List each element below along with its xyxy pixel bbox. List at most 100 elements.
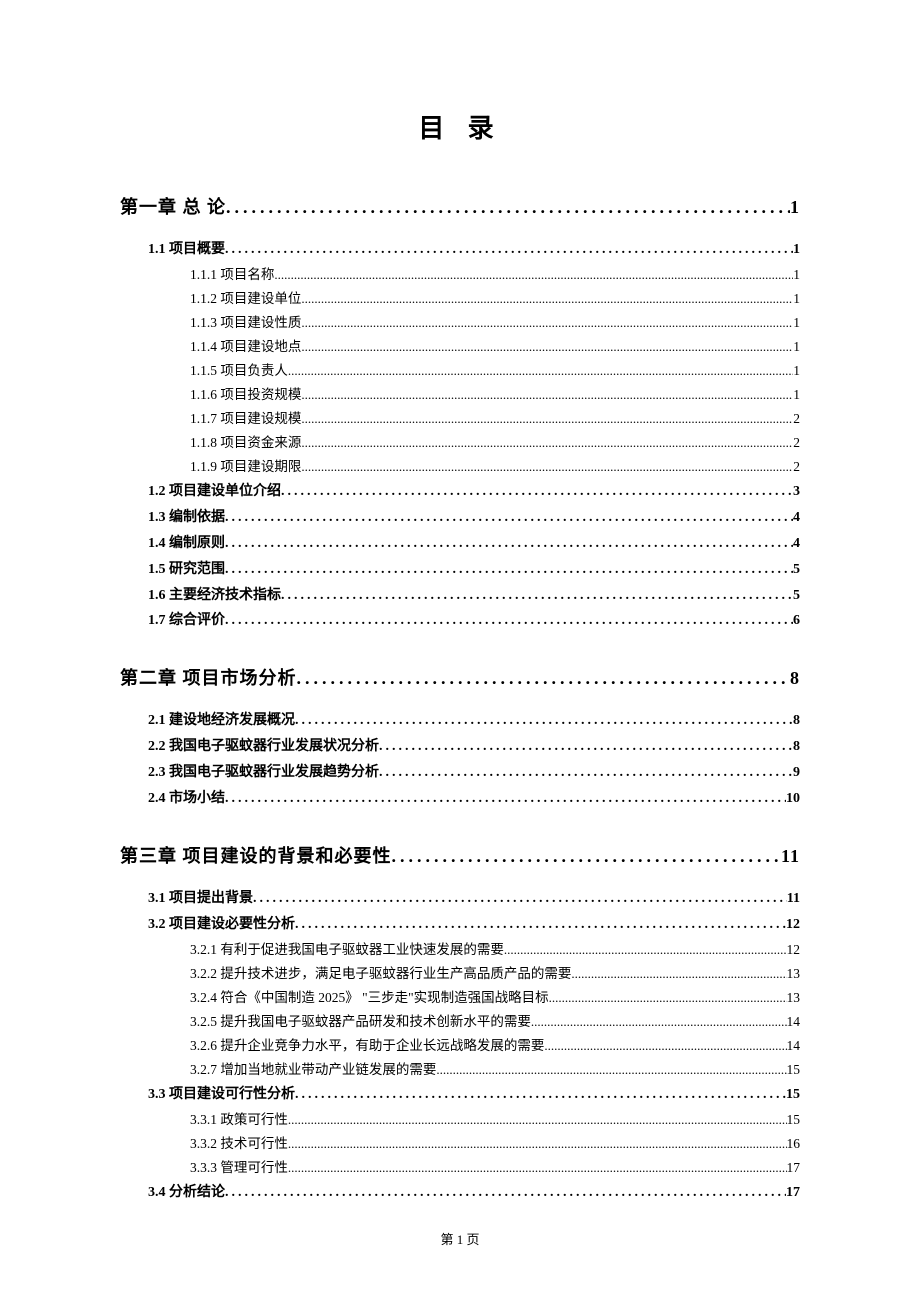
toc-entry-label: 3.2.6 提升企业竞争力水平，有助于企业长远战略发展的需要 [190, 1034, 544, 1058]
toc-entry-page: 2 [793, 455, 800, 479]
toc-entry-label: 3.2.2 提升技术进步，满足电子驱蚊器行业生产高品质产品的需要 [190, 962, 571, 986]
toc-entry: 3.2 项目建设必要性分析12 [148, 912, 800, 938]
toc-entry-page: 14 [787, 1010, 801, 1034]
toc-entry: 1.3 编制依据4 [148, 505, 800, 531]
toc-entry-label: 3.1 项目提出背景 [148, 886, 253, 912]
toc-leader [549, 986, 787, 1010]
toc-entry-label: 2.4 市场小结 [148, 786, 225, 812]
toc-entry: 1.5 研究范围 5 [148, 557, 800, 583]
toc-entry: 2.4 市场小结10 [148, 786, 800, 812]
toc-entry: 1.1.4 项目建设地点1 [190, 335, 800, 359]
toc-entry-page: 8 [793, 708, 800, 734]
toc-entry-page: 1 [793, 335, 800, 359]
toc-entry-page: 5 [793, 583, 800, 609]
toc-leader [301, 407, 793, 431]
toc-entry-label: 1.5 研究范围 [148, 557, 225, 583]
toc-entry: 1.1.2 项目建设单位 1 [190, 287, 800, 311]
toc-entry-label: 3.3.3 管理可行性 [190, 1156, 288, 1180]
toc-leader [297, 668, 791, 689]
toc-entry-label: 1.1.8 项目资金来源 [190, 431, 301, 455]
toc-entry-label: 1.1.2 项目建设单位 [190, 287, 301, 311]
toc-leader [436, 1058, 786, 1082]
toc-entry-page: 3 [793, 479, 800, 505]
toc-entry: 1.1.7 项目建设规模 2 [190, 407, 800, 431]
toc-entry: 1.1.9 项目建设期限 2 [190, 455, 800, 479]
toc-entry: 3.3.3 管理可行性 17 [190, 1156, 800, 1180]
toc-entry-page: 11 [787, 886, 800, 912]
toc-leader [281, 583, 793, 609]
toc-entry-label: 3.2.4 符合《中国制造 2025》 "三步走"实现制造强国战略目标 [190, 986, 549, 1010]
toc-entry-page: 11 [781, 846, 800, 867]
toc-entry-label: 3.3.2 技术可行性 [190, 1132, 288, 1156]
toc-entry-page: 15 [786, 1082, 800, 1108]
toc-entry-label: 2.2 我国电子驱蚊器行业发展状况分析 [148, 734, 379, 760]
toc-entry: 3.2.1 有利于促进我国电子驱蚊器工业快速发展的需要12 [190, 938, 800, 962]
toc-entry-label: 3.3.1 政策可行性 [190, 1108, 288, 1132]
toc-entry: 1.7 综合评价6 [148, 608, 800, 634]
toc-entry-label: 3.2.7 增加当地就业带动产业链发展的需要 [190, 1058, 436, 1082]
toc-entry-label: 3.2.1 有利于促进我国电子驱蚊器工业快速发展的需要 [190, 938, 504, 962]
toc-entry-label: 1.1.6 项目投资规模 [190, 383, 301, 407]
toc-leader [379, 734, 793, 760]
toc-entry-label: 1.7 综合评价 [148, 608, 225, 634]
toc-entry-label: 1.1.7 项目建设规模 [190, 407, 301, 431]
toc-entry-label: 1.1 项目概要 [148, 237, 225, 263]
toc-entry-page: 4 [793, 531, 800, 557]
toc-entry-page: 2 [793, 407, 800, 431]
toc-entry-page: 5 [793, 557, 800, 583]
toc-entry-page: 1 [790, 197, 800, 218]
toc-leader [301, 383, 793, 407]
toc-entry-page: 14 [787, 1034, 801, 1058]
toc-entry-label: 2.1 建设地经济发展概况 [148, 708, 295, 734]
toc-entry: 3.3 项目建设可行性分析 15 [148, 1082, 800, 1108]
toc-entry: 1.1.5 项目负责人1 [190, 359, 800, 383]
toc-leader [225, 237, 793, 263]
toc-entry-label: 1.1.9 项目建设期限 [190, 455, 301, 479]
toc-entry-page: 13 [787, 986, 801, 1010]
toc-entry: 第三章 项目建设的背景和必要性11 [120, 842, 800, 868]
toc-entry-label: 1.1.3 项目建设性质 [190, 311, 301, 335]
toc-leader [288, 1156, 787, 1180]
toc-leader [301, 335, 793, 359]
toc-entry-page: 1 [793, 311, 800, 335]
toc-entry: 3.1 项目提出背景 11 [148, 886, 800, 912]
toc-entry: 2.1 建设地经济发展概况 8 [148, 708, 800, 734]
toc-entry-page: 15 [787, 1058, 801, 1082]
toc-entry-page: 15 [787, 1108, 801, 1132]
toc-entry: 2.2 我国电子驱蚊器行业发展状况分析8 [148, 734, 800, 760]
toc-entry-label: 第一章 总 论 [120, 193, 226, 219]
toc-entry: 第一章 总 论 1 [120, 193, 800, 219]
toc-entry-label: 3.4 分析结论 [148, 1180, 225, 1206]
toc-entry-label: 第二章 项目市场分析 [120, 664, 297, 690]
toc-entry: 3.2.4 符合《中国制造 2025》 "三步走"实现制造强国战略目标 13 [190, 986, 800, 1010]
toc-leader [274, 263, 793, 287]
toc-entry: 3.2.6 提升企业竞争力水平，有助于企业长远战略发展的需要 14 [190, 1034, 800, 1058]
toc-entry-page: 17 [787, 1156, 801, 1180]
toc-leader [295, 1082, 786, 1108]
toc-entry-page: 1 [793, 237, 800, 263]
page-footer: 第 1 页 [0, 1229, 920, 1248]
toc-leader [225, 505, 793, 531]
toc-entry-page: 1 [793, 287, 800, 311]
toc-entry-label: 2.3 我国电子驱蚊器行业发展趋势分析 [148, 760, 379, 786]
toc-entry-label: 1.3 编制依据 [148, 505, 225, 531]
toc-entry: 1.1.3 项目建设性质 1 [190, 311, 800, 335]
toc-entry-page: 1 [793, 263, 800, 287]
toc-entry: 1.6 主要经济技术指标5 [148, 583, 800, 609]
toc-leader [301, 431, 793, 455]
toc-leader [301, 287, 793, 311]
toc-entry-page: 1 [793, 359, 800, 383]
toc-entry-label: 3.2 项目建设必要性分析 [148, 912, 295, 938]
toc-entry: 1.4 编制原则4 [148, 531, 800, 557]
toc-entry-label: 3.2.5 提升我国电子驱蚊器产品研发和技术创新水平的需要 [190, 1010, 531, 1034]
toc-leader [253, 886, 787, 912]
toc-entry: 3.3.2 技术可行性16 [190, 1132, 800, 1156]
toc-entry-page: 9 [793, 760, 800, 786]
toc-leader [226, 197, 790, 218]
toc-leader [281, 479, 793, 505]
toc-entry-page: 17 [786, 1180, 800, 1206]
toc-entry: 2.3 我国电子驱蚊器行业发展趋势分析 9 [148, 760, 800, 786]
toc-leader [225, 786, 786, 812]
toc-leader [544, 1034, 786, 1058]
toc-entry-label: 3.3 项目建设可行性分析 [148, 1082, 295, 1108]
